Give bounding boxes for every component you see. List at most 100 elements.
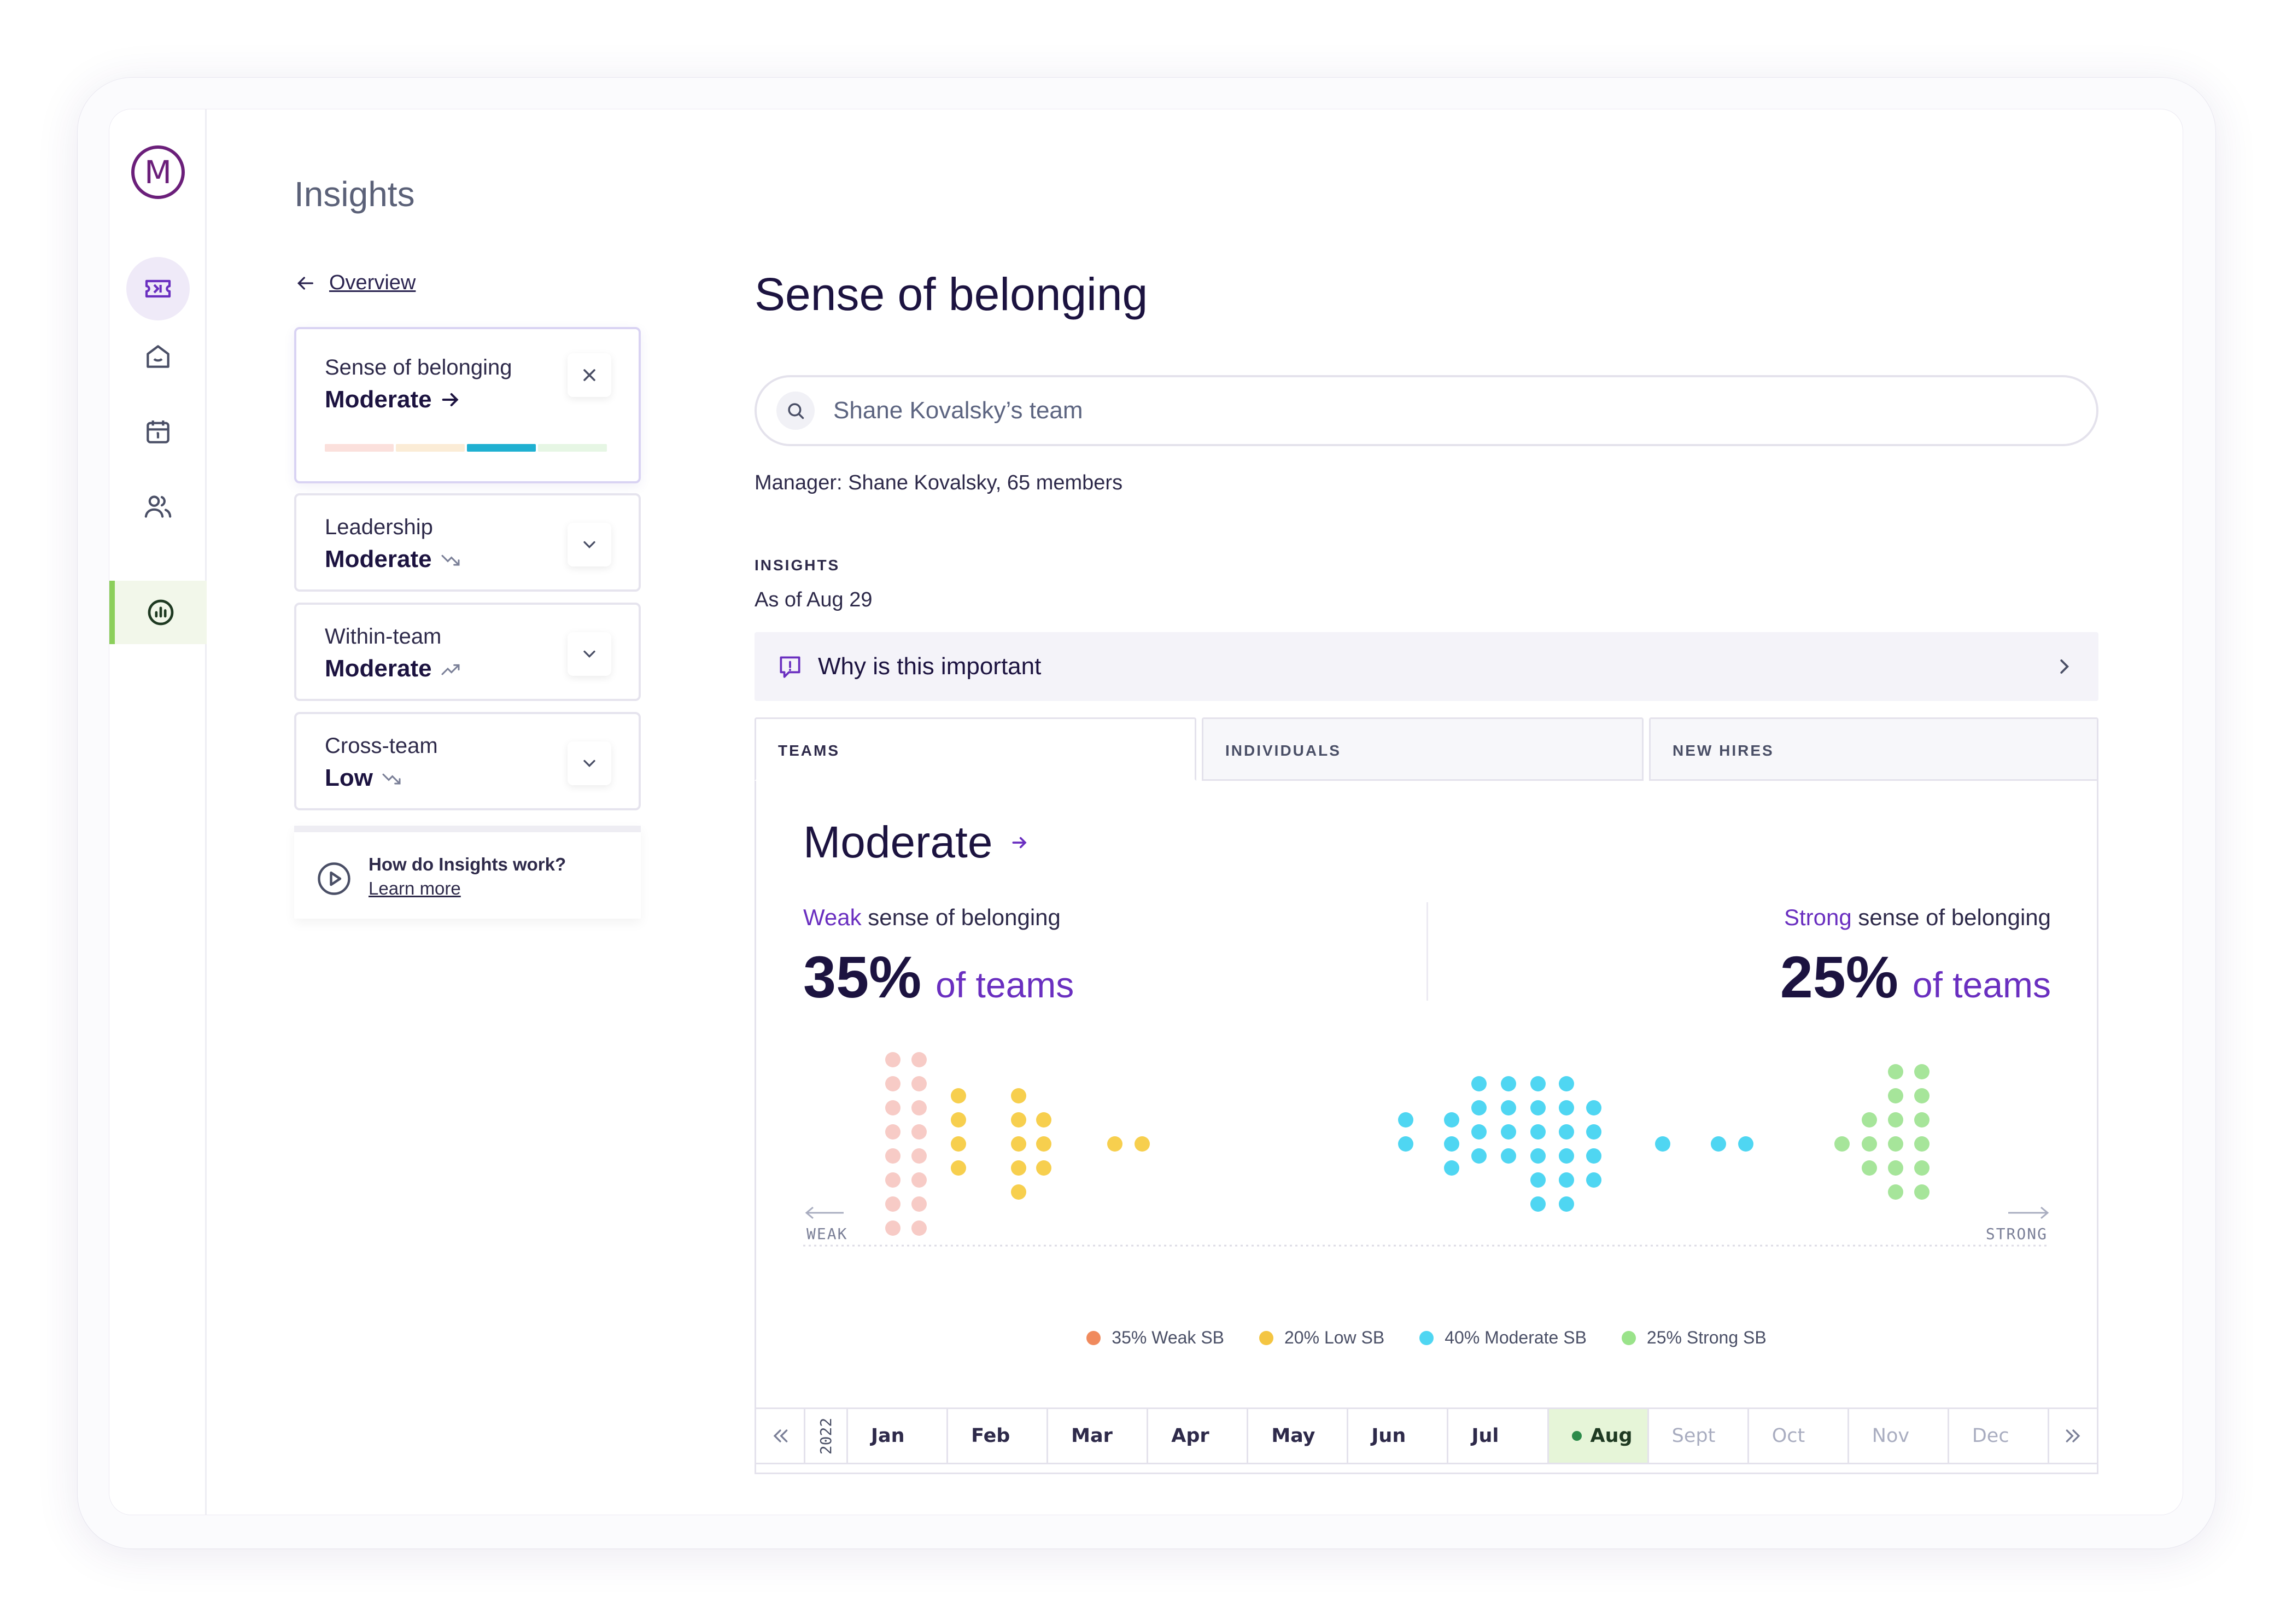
team-dot-weak <box>885 1076 901 1091</box>
team-dot-moderate <box>1711 1136 1726 1152</box>
chart-icon <box>148 599 174 626</box>
team-dot-low <box>1011 1184 1026 1200</box>
app-logo[interactable]: M <box>131 145 185 199</box>
team-search <box>755 375 2098 446</box>
metric-card-label: Leadership <box>325 515 433 539</box>
play-icon[interactable] <box>316 861 352 897</box>
timeline-month-aug[interactable]: Aug <box>1548 1409 1649 1463</box>
sidebar-item-calendar[interactable] <box>109 400 207 464</box>
month-label: Aug <box>1590 1425 1633 1447</box>
metric-card-sense-of-belonging[interactable]: Sense of belonging Moderate <box>294 327 641 483</box>
team-dot-moderate <box>1559 1100 1574 1115</box>
sidebar-item-ticket[interactable] <box>109 257 207 320</box>
search-input[interactable] <box>833 388 2036 433</box>
team-dot-weak <box>911 1148 927 1164</box>
close-card-button[interactable] <box>568 353 611 397</box>
back-to-overview-link[interactable]: Overview <box>294 271 416 295</box>
page-title: Insights <box>294 174 415 214</box>
team-dot-strong <box>1862 1136 1877 1152</box>
team-dot-moderate <box>1398 1112 1413 1128</box>
team-dot-moderate <box>1586 1124 1601 1140</box>
team-dot-strong <box>1862 1112 1877 1128</box>
team-dot-weak <box>885 1172 901 1188</box>
close-icon <box>583 369 595 381</box>
segment-tabs: TEAMS INDIVIDUALS NEW HIRES <box>755 717 2098 783</box>
timeline-next-button[interactable] <box>2048 1409 2097 1463</box>
expand-card-button[interactable] <box>568 523 611 566</box>
trend-down-icon <box>441 554 460 566</box>
calendar-icon <box>147 420 169 443</box>
home-icon <box>147 345 169 368</box>
tab-teams[interactable]: TEAMS <box>755 717 1196 781</box>
metric-card-cross-team[interactable]: Cross-team Low <box>294 712 641 810</box>
sidebar-item-insights[interactable] <box>109 581 207 644</box>
timeline-month-dec[interactable]: Dec <box>1949 1409 2048 1463</box>
tab-individuals[interactable]: INDIVIDUALS <box>1202 717 1644 781</box>
chevrons-left-icon <box>773 1429 787 1442</box>
metric-card-leadership[interactable]: Leadership Moderate <box>294 493 641 592</box>
team-dot-low <box>1036 1136 1051 1152</box>
team-dot-strong <box>1888 1184 1903 1200</box>
timeline-month-jan[interactable]: Jan <box>848 1409 949 1463</box>
chevron-down-icon <box>583 541 595 548</box>
month-label: Jul <box>1471 1425 1499 1447</box>
team-dot-low <box>951 1136 966 1152</box>
metric-card-value-text: Low <box>325 764 373 791</box>
month-label: Feb <box>971 1425 1010 1447</box>
timeline-month-mar[interactable]: Mar <box>1048 1409 1149 1463</box>
timeline-month-jun[interactable]: Jun <box>1348 1409 1449 1463</box>
team-dot-moderate <box>1559 1076 1574 1091</box>
expand-card-button[interactable] <box>568 632 611 676</box>
team-dot-moderate <box>1501 1100 1516 1115</box>
team-dot-moderate <box>1559 1148 1574 1164</box>
legend-item: 35% Weak SB <box>1086 1328 1224 1348</box>
team-dot-low <box>951 1112 966 1128</box>
timeline-month-feb[interactable]: Feb <box>948 1409 1049 1463</box>
why-important-label: Why is this important <box>818 653 1042 680</box>
sidebar-item-home[interactable] <box>109 325 207 388</box>
chevrons-right-icon <box>2066 1429 2080 1442</box>
team-dot-moderate <box>1471 1148 1487 1164</box>
metric-card-within-team[interactable]: Within-team Moderate <box>294 603 641 701</box>
metric-card-value-text: Moderate <box>325 655 432 682</box>
why-important-banner[interactable]: Why is this important <box>755 632 2098 701</box>
month-label: May <box>1271 1425 1315 1447</box>
timeline-month-apr[interactable]: Apr <box>1148 1409 1249 1463</box>
timeline-month-may[interactable]: May <box>1248 1409 1349 1463</box>
legend-label: 25% Strong SB <box>1646 1328 1767 1347</box>
weak-axis-label: WEAK <box>806 1225 847 1243</box>
team-dot-moderate <box>1471 1076 1487 1091</box>
timeline-prev-button[interactable] <box>756 1409 805 1463</box>
expand-card-button[interactable] <box>568 741 611 785</box>
team-dot-strong <box>1914 1064 1930 1079</box>
month-label: Oct <box>1771 1425 1805 1447</box>
chart-dots <box>885 1052 1930 1236</box>
legend-item: 25% Strong SB <box>1621 1328 1767 1348</box>
timeline-month-jul[interactable]: Jul <box>1448 1409 1549 1463</box>
weak-heading: Weak sense of belonging <box>803 904 1061 931</box>
strong-percent: 25% <box>1780 944 1898 1010</box>
team-dot-weak <box>885 1220 901 1236</box>
sidebar-item-people[interactable] <box>109 475 207 538</box>
chevron-down-icon <box>583 760 595 767</box>
team-dot-moderate <box>1530 1148 1546 1164</box>
trend-up-icon <box>441 664 460 675</box>
month-label: Apr <box>1171 1425 1209 1447</box>
tab-new-hires[interactable]: NEW HIRES <box>1649 717 2098 781</box>
team-dot-strong <box>1888 1136 1903 1152</box>
metric-card-value-text: Moderate <box>325 386 432 413</box>
chart-legend: 35% Weak SB 20% Low SB 40% Moderate SB 25% … <box>756 1328 2097 1348</box>
trend-down-icon <box>382 773 401 785</box>
timeline-month-nov[interactable]: Nov <box>1849 1409 1949 1463</box>
team-dot-weak <box>911 1220 927 1236</box>
learn-more-link[interactable]: Learn more <box>369 878 461 898</box>
weak-axis-arrow <box>805 1206 844 1219</box>
team-dot-moderate <box>1655 1136 1670 1152</box>
sidebar: M <box>109 109 207 1515</box>
team-dot-low <box>1107 1136 1122 1152</box>
timeline-month-sept[interactable]: Sept <box>1649 1409 1749 1463</box>
team-dot-moderate <box>1444 1112 1459 1128</box>
chevron-right-icon <box>2060 659 2069 674</box>
legend-label: 35% Weak SB <box>1112 1328 1224 1347</box>
timeline-month-oct[interactable]: Oct <box>1749 1409 1849 1463</box>
